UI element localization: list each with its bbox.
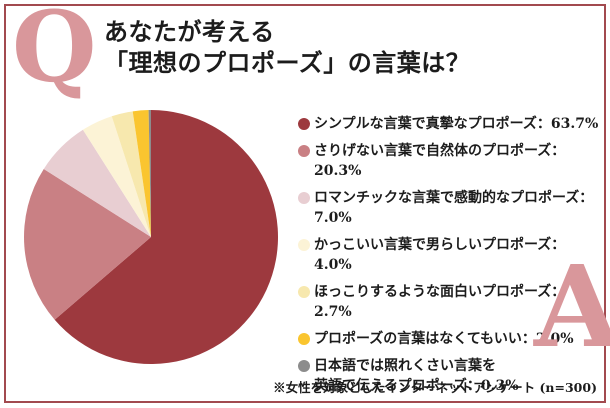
pie-slice-5 <box>111 111 151 237</box>
legend-label: さりげない言葉で自然体のプロポーズ：20.3% <box>314 143 566 179</box>
answer-mark-letter: A <box>534 242 610 373</box>
legend-label: かっこいい言葉で男らしいプロポーズ：4.0% <box>314 237 566 273</box>
legend-bullet-icon <box>298 192 310 204</box>
legend-item: ロマンチックな言葉で感動的なプロポーズ：7.0% <box>298 188 600 228</box>
pie-slice-2 <box>24 168 151 320</box>
chart-legend: シンプルな言葉で真摯なプロポーズ：63.7% さりげない言葉で自然体のプロポーズ：… <box>298 114 600 403</box>
legend-label: ほっこりするような面白いプロポーズ：2.7% <box>314 284 566 320</box>
pie-chart-svg <box>24 109 279 364</box>
pie-slice-1 <box>54 110 279 364</box>
pie-slice-7 <box>148 109 151 237</box>
legend-label: ロマンチックな言葉で感動的なプロポーズ：7.0% <box>314 190 594 226</box>
legend-bullet-icon <box>298 118 310 130</box>
legend-item: ほっこりするような面白いプロポーズ：2.7% <box>298 282 600 322</box>
legend-bullet-icon <box>298 333 310 345</box>
legend-label: シンプルな言葉で真摯なプロポーズ：63.7% <box>314 116 599 132</box>
question-mark-letter: Q <box>12 0 97 104</box>
legend-item: さりげない言葉で自然体のプロポーズ：20.3% <box>298 141 600 181</box>
page-title: あなたが考える 「理想のプロポーズ」の言葉は？ <box>104 16 470 78</box>
legend-bullet-icon <box>298 286 310 298</box>
legend-item: プロポーズの言葉はなくてもいい：2.0% <box>298 329 600 349</box>
legend-item: 日本語では照れくさい言葉を 英語で伝えるプロポーズ：0.3% <box>298 356 600 396</box>
pie-slice-6 <box>132 110 151 237</box>
legend-bullet-icon <box>298 360 310 372</box>
page-title-line1: あなたが考える <box>104 17 275 46</box>
legend-bullet-icon <box>298 145 310 157</box>
legend-label: 日本語では照れくさい言葉を 英語で伝えるプロポーズ：0.3% <box>314 358 519 394</box>
legend-item: シンプルな言葉で真摯なプロポーズ：63.7% <box>298 114 600 134</box>
pie-chart <box>23 109 279 365</box>
legend-item: かっこいい言葉で男らしいプロポーズ：4.0% <box>298 235 600 275</box>
legend-bullet-icon <box>298 239 310 251</box>
survey-footnote: ※女性を対象としたインターネットアンケート (n=300) <box>273 380 597 395</box>
page-title-line2: 「理想のプロポーズ」の言葉は？ <box>104 48 471 77</box>
legend-label: プロポーズの言葉はなくてもいい：2.0% <box>314 331 574 347</box>
pie-slice-3 <box>43 129 151 237</box>
pie-slice-4 <box>82 116 151 237</box>
